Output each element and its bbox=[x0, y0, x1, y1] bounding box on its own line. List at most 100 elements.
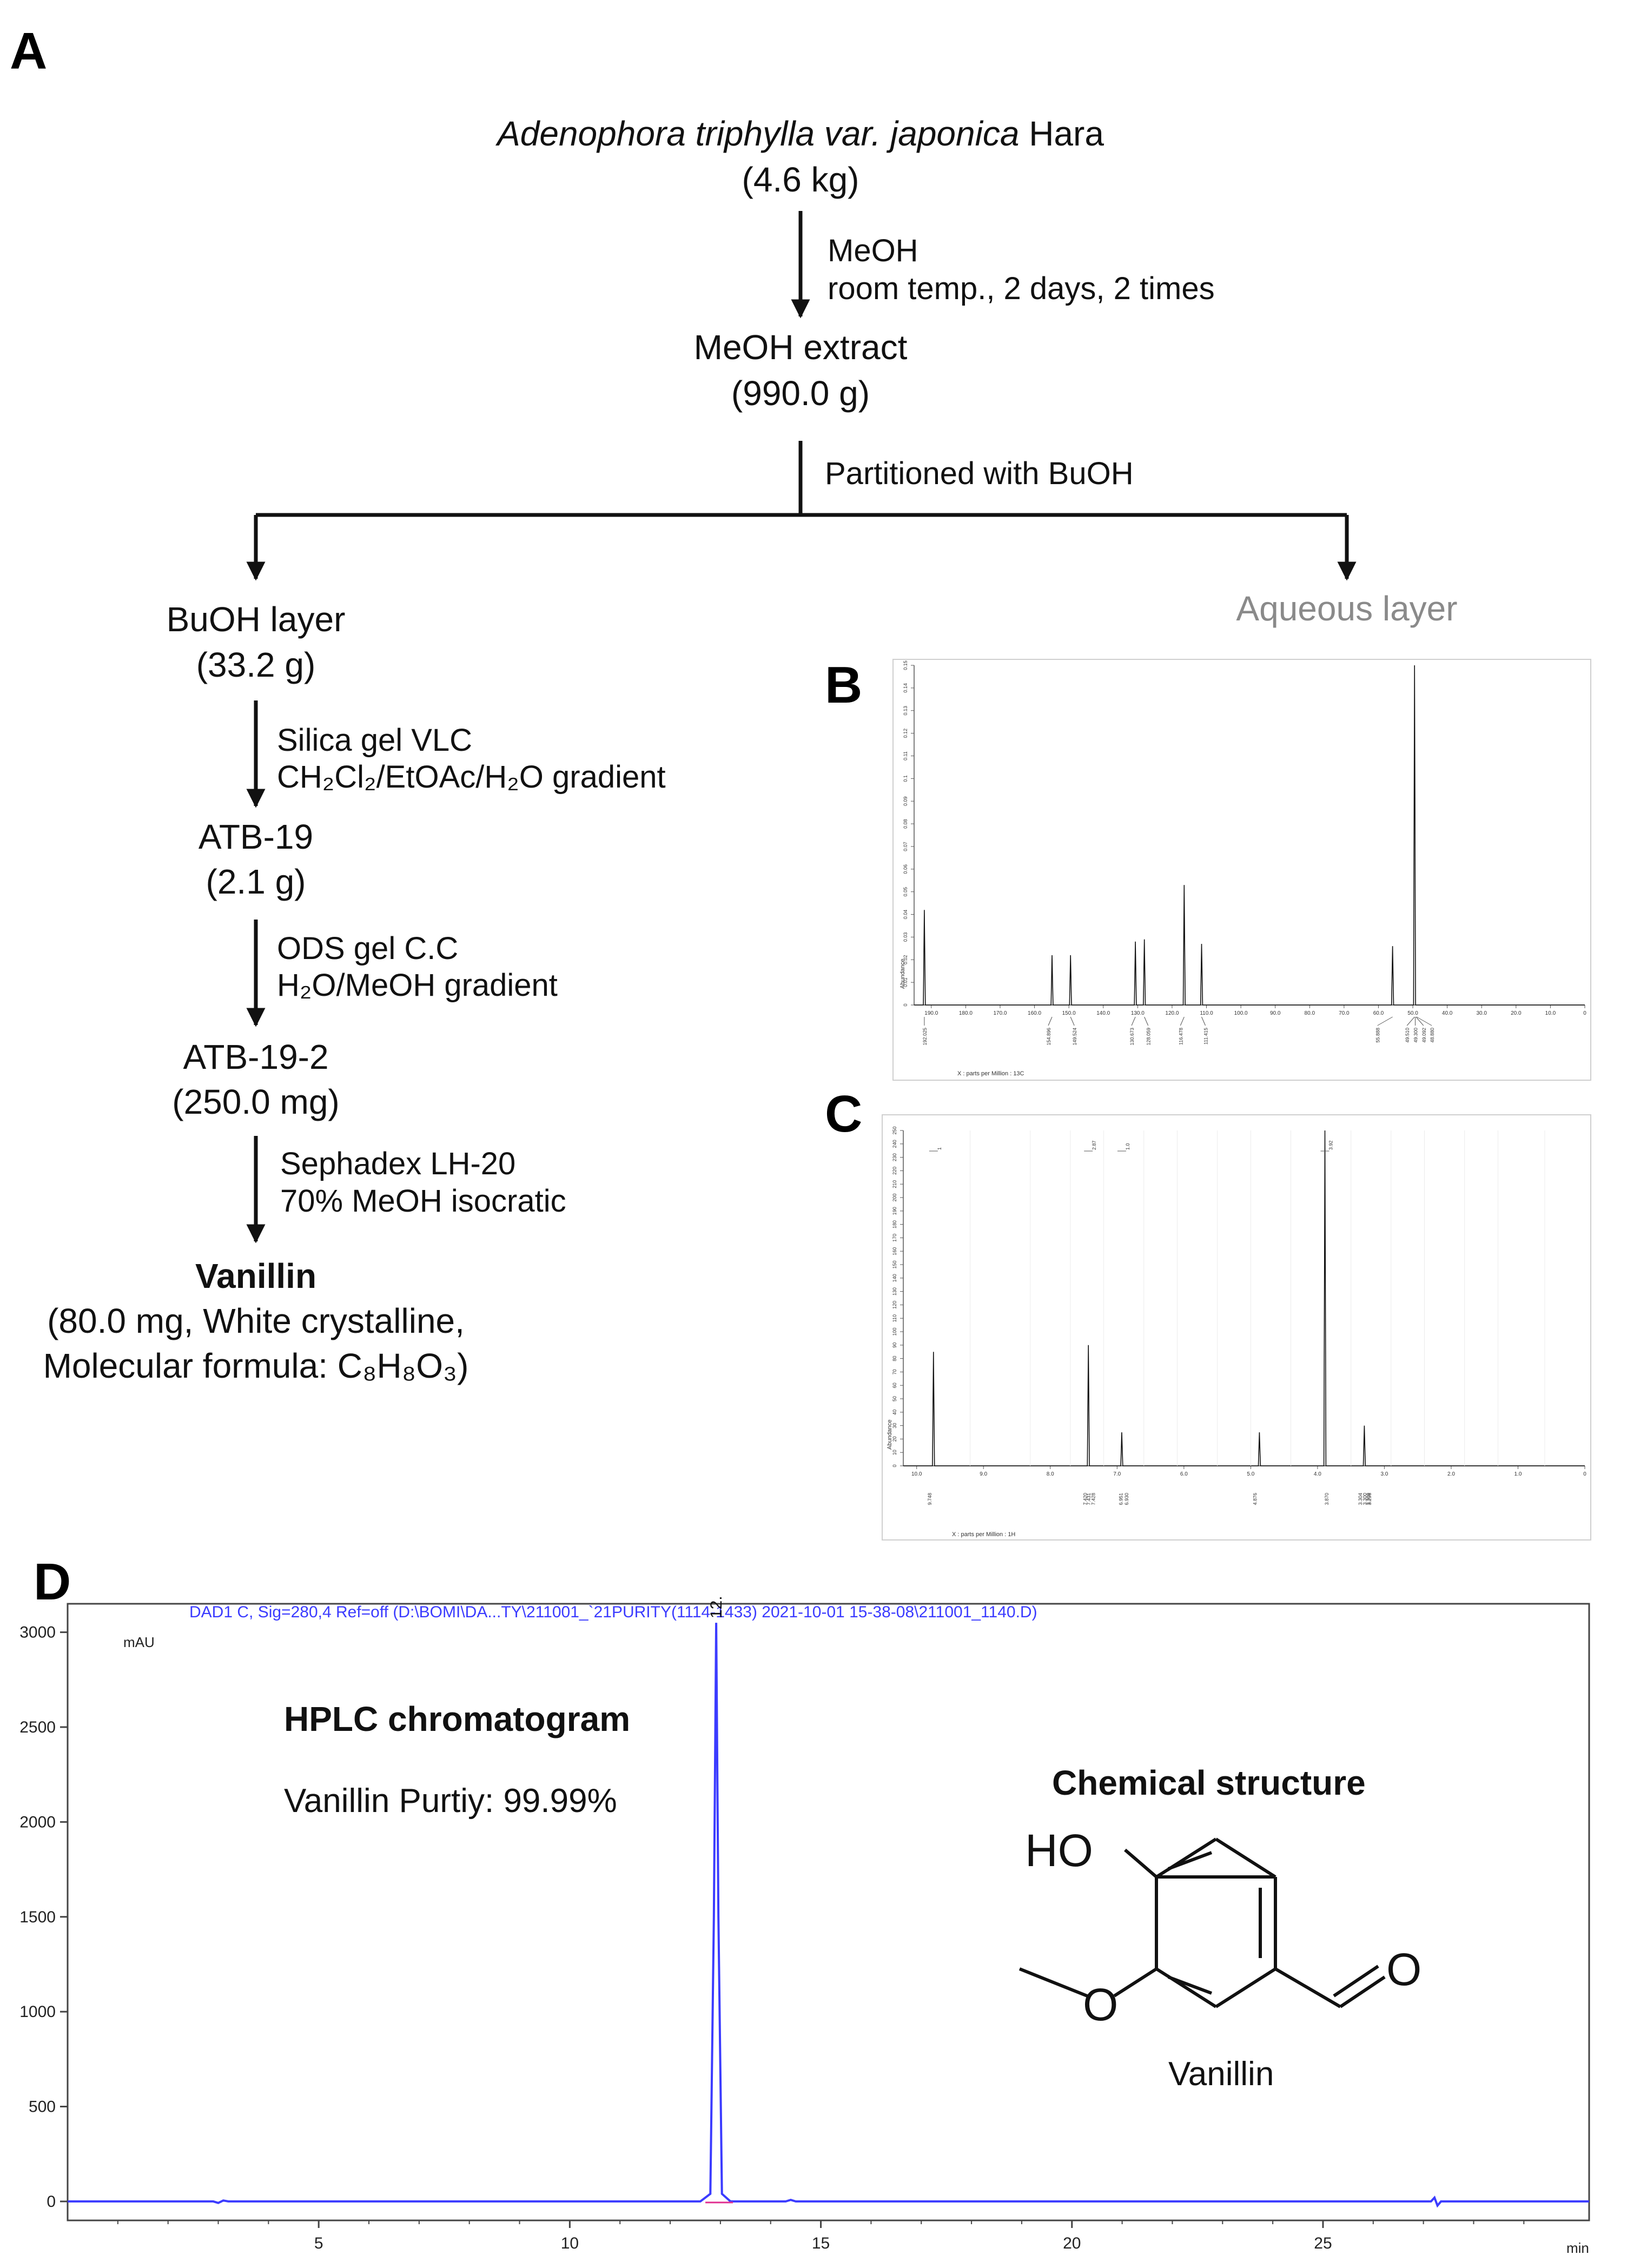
c13-peak-label: 111.415 bbox=[1203, 1028, 1209, 1044]
c13-peak-tick bbox=[1180, 1016, 1185, 1026]
h1-peak-label: 3.304 bbox=[1358, 1493, 1363, 1505]
h1-trace bbox=[903, 1130, 1585, 1466]
h1-xtick-label: 6.0 bbox=[1180, 1471, 1188, 1477]
h1-ytick-label: 50 bbox=[892, 1396, 897, 1401]
h1-xtick-label: 10.0 bbox=[911, 1471, 922, 1477]
structure-name: Vanillin bbox=[1168, 2055, 1274, 2093]
h1-ytick-label: 120 bbox=[892, 1301, 897, 1309]
product-formula: Molecular formula: C₈H₈O₃) bbox=[43, 1346, 469, 1385]
bond-co-2 bbox=[1333, 1965, 1379, 1998]
bond-3 bbox=[1215, 1967, 1277, 2008]
h1-peak-label: 3.309 bbox=[1366, 1493, 1371, 1505]
bond-7 bbox=[1215, 1837, 1277, 1879]
h1-xtick-label: 1.0 bbox=[1514, 1471, 1522, 1477]
inner-bond-3 bbox=[1167, 1851, 1213, 1870]
c13-xtick-label: 70.0 bbox=[1339, 1010, 1350, 1016]
c13-ytick-label: 0.01 bbox=[903, 977, 908, 987]
h1-xtick-label: 0 bbox=[1583, 1471, 1586, 1477]
h1-xtick-label: 5.0 bbox=[1247, 1471, 1254, 1477]
c13-ytick-label: 0.15 bbox=[903, 660, 908, 670]
extract-amount: (990.0 g) bbox=[731, 374, 870, 413]
h1-peak-label: 7.420 bbox=[1082, 1493, 1088, 1505]
c13-peak-tick bbox=[1201, 1016, 1206, 1026]
bond-oh bbox=[1124, 1848, 1158, 1879]
hplc-xtick-label: 25 bbox=[1314, 2234, 1332, 2252]
h1-nmr-frame bbox=[882, 1114, 1591, 1540]
c13-peak-label: 154.896 bbox=[1046, 1028, 1051, 1046]
c13-peak-tick bbox=[1416, 1016, 1432, 1026]
product-name: Vanillin bbox=[195, 1257, 317, 1295]
hplc-ytick-label: 3000 bbox=[19, 1624, 56, 1642]
hplc-chromatogram: DAD1 C, Sig=280,4 Ref=off (D:\BOMI\DA...… bbox=[19, 1596, 1590, 2256]
c13-ytick-label: 0.11 bbox=[903, 751, 908, 761]
c13-peak-tick bbox=[1070, 1016, 1075, 1026]
bond-4 bbox=[1155, 1967, 1217, 2008]
h1-ytick-label: 30 bbox=[892, 1423, 897, 1429]
h1-integral-label: 2.87 bbox=[1092, 1140, 1097, 1150]
h1-peak-label: 6.951 bbox=[1118, 1493, 1123, 1505]
atom-o-aldehyde: O bbox=[1386, 1944, 1421, 1995]
atb192-amount: (250.0 mg) bbox=[172, 1082, 340, 1121]
c13-ytick-label: 0.12 bbox=[903, 729, 908, 738]
flow-arrows bbox=[246, 211, 1357, 1244]
h1-xtick-label: 7.0 bbox=[1113, 1471, 1121, 1477]
atb19-amount: (2.1 g) bbox=[206, 862, 306, 901]
hplc-xtick-label: 10 bbox=[561, 2234, 579, 2252]
h1-xtick-label: 8.0 bbox=[1047, 1471, 1054, 1477]
c13-xtick-label: 0 bbox=[1583, 1010, 1586, 1016]
plant-name: Adenophora triphylla var. japonica Hara bbox=[497, 114, 1104, 154]
aqueous-layer: Aqueous layer bbox=[1236, 589, 1458, 628]
hplc-ytick-label: 2500 bbox=[19, 1718, 56, 1736]
c13-ytick-label: 0.04 bbox=[903, 910, 908, 920]
hplc-xtick-label: 20 bbox=[1063, 2234, 1081, 2252]
h1-ytick-label: 100 bbox=[892, 1327, 897, 1335]
c13-ytick-label: 0.05 bbox=[903, 887, 908, 897]
hplc-xtick-label: 15 bbox=[812, 2234, 830, 2252]
c13-ytick-label: 0.02 bbox=[903, 955, 908, 965]
structure-title: Chemical structure bbox=[1052, 1763, 1366, 1802]
h1-peak-label: 7.431 bbox=[1086, 1493, 1092, 1505]
h1-peak-label: 3.300 bbox=[1362, 1493, 1367, 1505]
c13-peak-label: 55.888 bbox=[1375, 1028, 1381, 1043]
h1-ytick-label: 60 bbox=[892, 1383, 897, 1388]
c13-xtick-label: 80.0 bbox=[1305, 1010, 1315, 1016]
h1-ytick-label: 110 bbox=[892, 1314, 897, 1322]
c13-ylabel: Abundance bbox=[900, 958, 906, 989]
bond-methyl bbox=[1018, 1967, 1088, 1998]
c13-xtick-label: 160.0 bbox=[1028, 1010, 1041, 1016]
c13-peak-tick bbox=[1406, 1016, 1415, 1026]
buoh-name: BuOH layer bbox=[166, 600, 346, 639]
c13-nmr-spectrum: Abundance 0 0.01 0.02 0.03 0.04 0.05 0.06 0.07 0… bbox=[892, 659, 1591, 1081]
hplc-ytick-label: 500 bbox=[29, 2098, 56, 2116]
buoh-amount: (33.2 g) bbox=[196, 645, 316, 684]
hplc-ytick-label: 1000 bbox=[19, 2003, 56, 2021]
c13-xtick-label: 180.0 bbox=[959, 1010, 973, 1016]
product-description: (80.0 mg, White crystalline, bbox=[47, 1301, 465, 1340]
c13-peak-label: 149.524 bbox=[1072, 1028, 1077, 1046]
bond-6 bbox=[1155, 1837, 1217, 1879]
c13-ytick-label: 0.06 bbox=[903, 864, 908, 874]
h1-ytick-label: 240 bbox=[892, 1140, 897, 1148]
step3-method: ODS gel C.C bbox=[277, 931, 459, 966]
c13-peak-label: 192.025 bbox=[922, 1028, 928, 1046]
hplc-xlabel: min bbox=[1566, 2240, 1589, 2256]
c13-ytick-label: 0.13 bbox=[903, 706, 908, 716]
h1-xtick-label: 4.0 bbox=[1314, 1471, 1321, 1477]
c13-xtick-label: 110.0 bbox=[1200, 1010, 1213, 1016]
h1-peak-label: 3.296 bbox=[1367, 1493, 1372, 1505]
h1-peak-label: 3.870 bbox=[1324, 1493, 1330, 1505]
h1-integral-label: 3.92 bbox=[1328, 1140, 1333, 1150]
step2-eluent: CH₂Cl₂/EtOAc/H₂O gradient bbox=[277, 759, 666, 795]
c13-xtick-label: 90.0 bbox=[1270, 1010, 1281, 1016]
plant-amount: (4.6 kg) bbox=[742, 160, 859, 199]
c13-ytick-label: 0.07 bbox=[903, 842, 908, 851]
hplc-header: DAD1 C, Sig=280,4 Ref=off (D:\BOMI\DA...… bbox=[189, 1603, 1037, 1621]
c13-peak-label: 116.478 bbox=[1178, 1028, 1183, 1045]
h1-ytick-label: 210 bbox=[892, 1180, 897, 1188]
c13-xtick-label: 170.0 bbox=[993, 1010, 1007, 1016]
h1-peak-label: 4.876 bbox=[1253, 1493, 1258, 1505]
c13-trace bbox=[914, 665, 1585, 1006]
atom-ho: HO bbox=[1025, 1825, 1093, 1876]
hplc-frame bbox=[67, 1603, 1590, 2221]
c13-peak-tick bbox=[1416, 1016, 1424, 1026]
